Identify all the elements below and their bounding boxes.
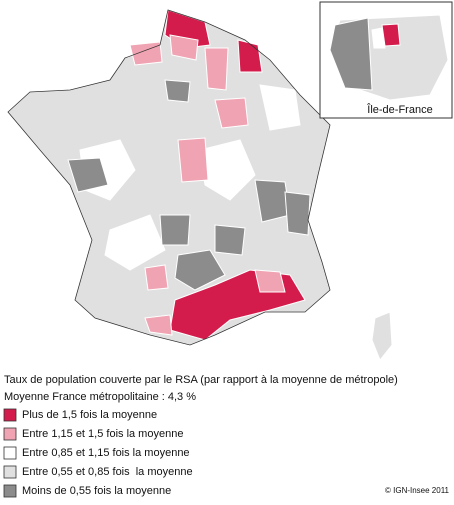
inset-label: Île-de-France [366,103,432,116]
inset: Île-de-France [319,1,453,119]
department [204,47,229,91]
department [371,27,386,49]
department [254,269,286,293]
legend-subtitle: Moyenne France métropolitaine : 4,3 % [4,391,196,403]
legend-label: Moins de 0,55 fois la moyenne [22,485,171,497]
department [67,157,109,193]
department [164,79,191,103]
department [144,264,169,291]
department [129,41,163,66]
legend: Taux de population couverte par le RSA (… [3,374,398,498]
credit: © IGN-Insee 2011 [385,486,450,495]
department [237,39,263,73]
legend-swatch [3,408,17,422]
department [259,84,301,131]
legend-title: Taux de population couverte par le RSA (… [4,374,398,386]
legend-label: Entre 1,15 et 1,5 fois la moyenne [22,428,183,440]
department [104,214,166,271]
department [144,314,173,336]
department [214,224,246,256]
department [169,34,199,61]
department [214,97,249,129]
legend-swatch [3,484,17,498]
department [174,249,226,291]
legend-label: Entre 0,55 et 0,85 fois la moyenne [22,466,193,478]
legend-label: Entre 0,85 et 1,15 fois la moyenne [22,447,190,459]
legend-swatch [3,427,17,441]
france-map [7,9,393,361]
department [177,137,209,183]
legend-swatch [3,446,17,460]
department [371,311,393,361]
legend-swatch [3,465,17,479]
legend-label: Plus de 1,5 fois la moyenne [22,409,157,421]
department [284,191,311,236]
department [159,214,191,246]
france-outline [7,9,331,346]
department [329,17,373,91]
